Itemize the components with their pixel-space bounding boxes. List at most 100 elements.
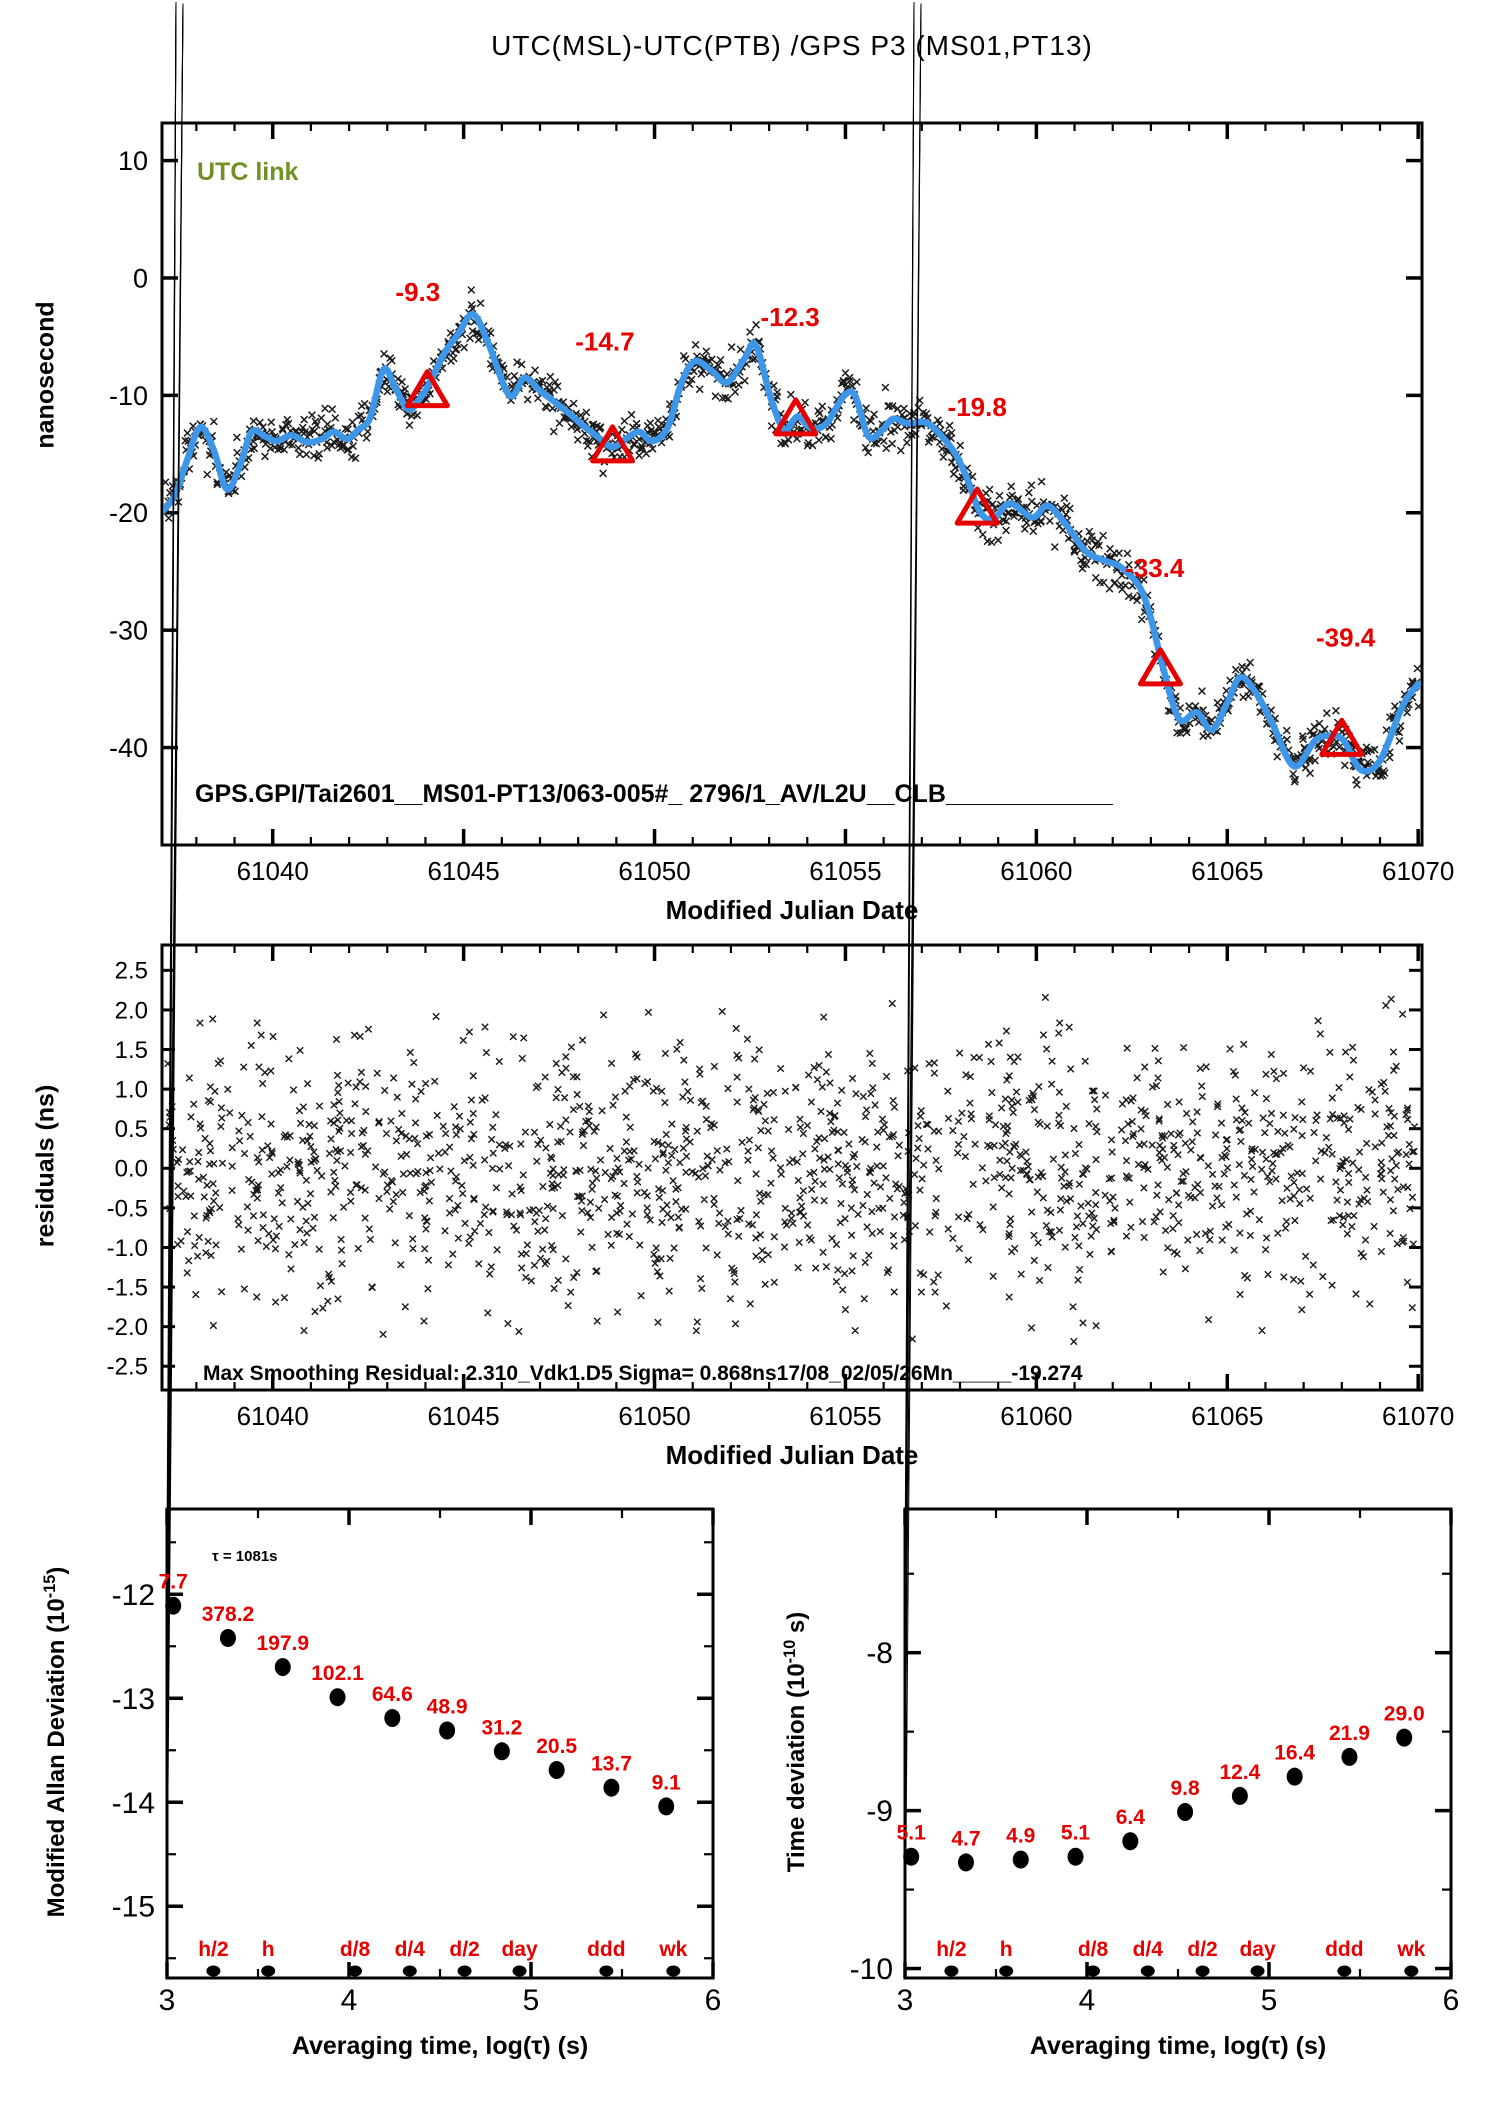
tdev-y-title-exponent: -10 [781,1639,799,1664]
tau-marker-label: day [501,1938,538,1961]
y-tick-label: -1.0 [107,1235,148,1262]
tau-marker-dot [1195,1965,1210,1977]
axis-tick [166,3,184,1595]
x-tick-label: 4 [1079,1984,1096,2017]
tau-marker-dot [599,1965,614,1977]
mdev-panel-point [219,1628,236,1647]
tau-marker-label: d/8 [1078,1938,1109,1961]
axis-tick [904,2,915,1574]
mdev-panel-value-label: 7.7 [159,1571,188,1594]
mdev-panel-value-label: 64.6 [372,1683,413,1706]
residuals-panel-frame [160,943,1424,1392]
y-tick-label: -13 [112,1683,155,1716]
tau-marker-dot [1404,1965,1419,1977]
axis-tick [166,2,177,1543]
tau-marker-label: ddd [1325,1938,1363,1961]
mdev-x-axis-title: Averaging time, log(τ) (s) [291,2032,589,2060]
tdev-panel-value-label: 4.9 [1006,1825,1035,1848]
tdev-panel-point [1122,1832,1139,1851]
tau-marker-label: day [1239,1938,1276,1961]
mdev-y-title-exponent: -15 [41,1574,59,1599]
tdev-panel-point [1177,1803,1194,1822]
tau-marker-label: d/4 [1133,1938,1164,1961]
tdev-y-title-close: s) [783,1611,810,1640]
tdev-panel-value-label: 4.7 [951,1827,980,1850]
calibration-label: -9.3 [395,277,440,307]
tau-marker-dot [206,1965,221,1977]
tau-marker-label: h/2 [936,1938,966,1961]
tdev-panel-point [903,1847,920,1866]
calibration-triangle [1319,717,1365,757]
y-tick-label: -15 [112,1891,155,1924]
mdev-panel-point [493,1742,510,1761]
calibration-label: -39.4 [1316,622,1376,652]
tdev-panel: 3 4 5 6 -10 -9 -8 h/2 h d/8 d/4 d/2 day ddd wk 5.1 4.7 4.… [850,2,1459,2017]
tau-marker-dot [261,1965,276,1977]
mdev-y-axis-title: Modified Allan Deviation (10-15) [41,1567,71,1918]
x-tick-label: 61060 [1000,1401,1072,1431]
y-tick-label: 0 [133,263,148,293]
mdev-panel-value-label: 13.7 [591,1753,632,1776]
tau-marker-label: h/2 [198,1938,228,1961]
tau-marker-dot [348,1965,363,1977]
y-tick-label: -8 [866,1637,893,1670]
tdev-x-axis-title: Averaging time, log(τ) (s) [1029,2032,1327,2060]
x-tick-label: 61070 [1382,1401,1454,1431]
calibration-triangle [590,424,636,464]
y-tick-label: 1.0 [115,1077,148,1104]
tau-marker-label: wk [1396,1938,1425,1961]
tau-marker-dot [402,1965,417,1977]
y-tick-label: -12 [112,1579,155,1612]
tau-marker-label: d/2 [449,1938,479,1961]
x-tick-label: 5 [523,1984,540,2017]
y-tick-label: -10 [109,381,148,411]
y-tick-label: 10 [118,146,148,176]
tdev-panel-value-label: 21.9 [1329,1722,1370,1745]
y-tick-label: -30 [109,616,148,646]
tdev-panel-point [1341,1747,1358,1766]
y-tick-label: -9 [866,1795,893,1828]
y-tick-label: 1.5 [115,1037,148,1064]
smoothed-line [163,311,1421,775]
tdev-panel-value-label: 16.4 [1274,1742,1315,1765]
residuals-panel: 61040 61045 61050 61055 61060 61065 61070 2.5 2.… [107,943,1454,1431]
axis-tick [904,3,922,1653]
x-tick-label: 61045 [427,856,499,886]
x-tick-label: 3 [159,1984,176,2017]
calibration-triangle [954,486,1000,526]
mdev-panel-point [603,1778,620,1797]
tdev-panel-value-label: 9.8 [1170,1777,1200,1800]
mdev-panel-value-label: 48.9 [427,1696,468,1719]
mdev-panel-point [548,1761,565,1780]
tau-marker-dot [1250,1965,1265,1977]
mdev-panel: 3 4 5 6 -15 -14 -13 -12 h/2 h d/8 d/4 d/2 day ddd wk 7.7… [112,2,721,2017]
mdev-panel-value-label: 20.5 [536,1735,577,1758]
tau-marker-dot [512,1965,527,1977]
y-tick-label: -2.0 [107,1314,148,1341]
utc-link-label: UTC link [197,158,299,186]
tdev-y-axis-title: Time deviation (10-10 s) [781,1612,811,1873]
tdev-panel-point [1012,1850,1029,1869]
y-tick-label: 2.0 [115,997,148,1024]
mdev-panel-point [329,1688,346,1707]
tdev-panel-value-label: 5.1 [897,1822,927,1845]
residuals-caption: Max Smoothing Residual: 2.310_Vdk1.D5 Si… [203,1362,1083,1385]
tau-annotation: τ = 1081s [212,1548,278,1565]
tau-marker-dot [999,1965,1014,1977]
calibration-label: -19.8 [948,392,1007,422]
tdev-panel-point [957,1853,974,1872]
tdev-panel-value-label: 29.0 [1384,1703,1425,1726]
top-panel-caption: GPS.GPI/Tai2601__MS01-PT13/063-005#_ 279… [195,780,1113,808]
top-panel-frame [160,121,1424,847]
tau-marker-label: d/2 [1187,1938,1217,1961]
tdev-panel-point [1286,1767,1303,1786]
tau-marker-label: h [262,1938,275,1961]
raw-measurement-scatter [163,286,1421,789]
tau-marker-dot [1086,1965,1101,1977]
tau-marker-label: ddd [587,1938,625,1961]
mdev-panel-point [384,1709,401,1728]
y-tick-label: -40 [109,733,148,763]
residuals-scatter [164,993,1419,1346]
tau-marker-dot [457,1965,472,1977]
